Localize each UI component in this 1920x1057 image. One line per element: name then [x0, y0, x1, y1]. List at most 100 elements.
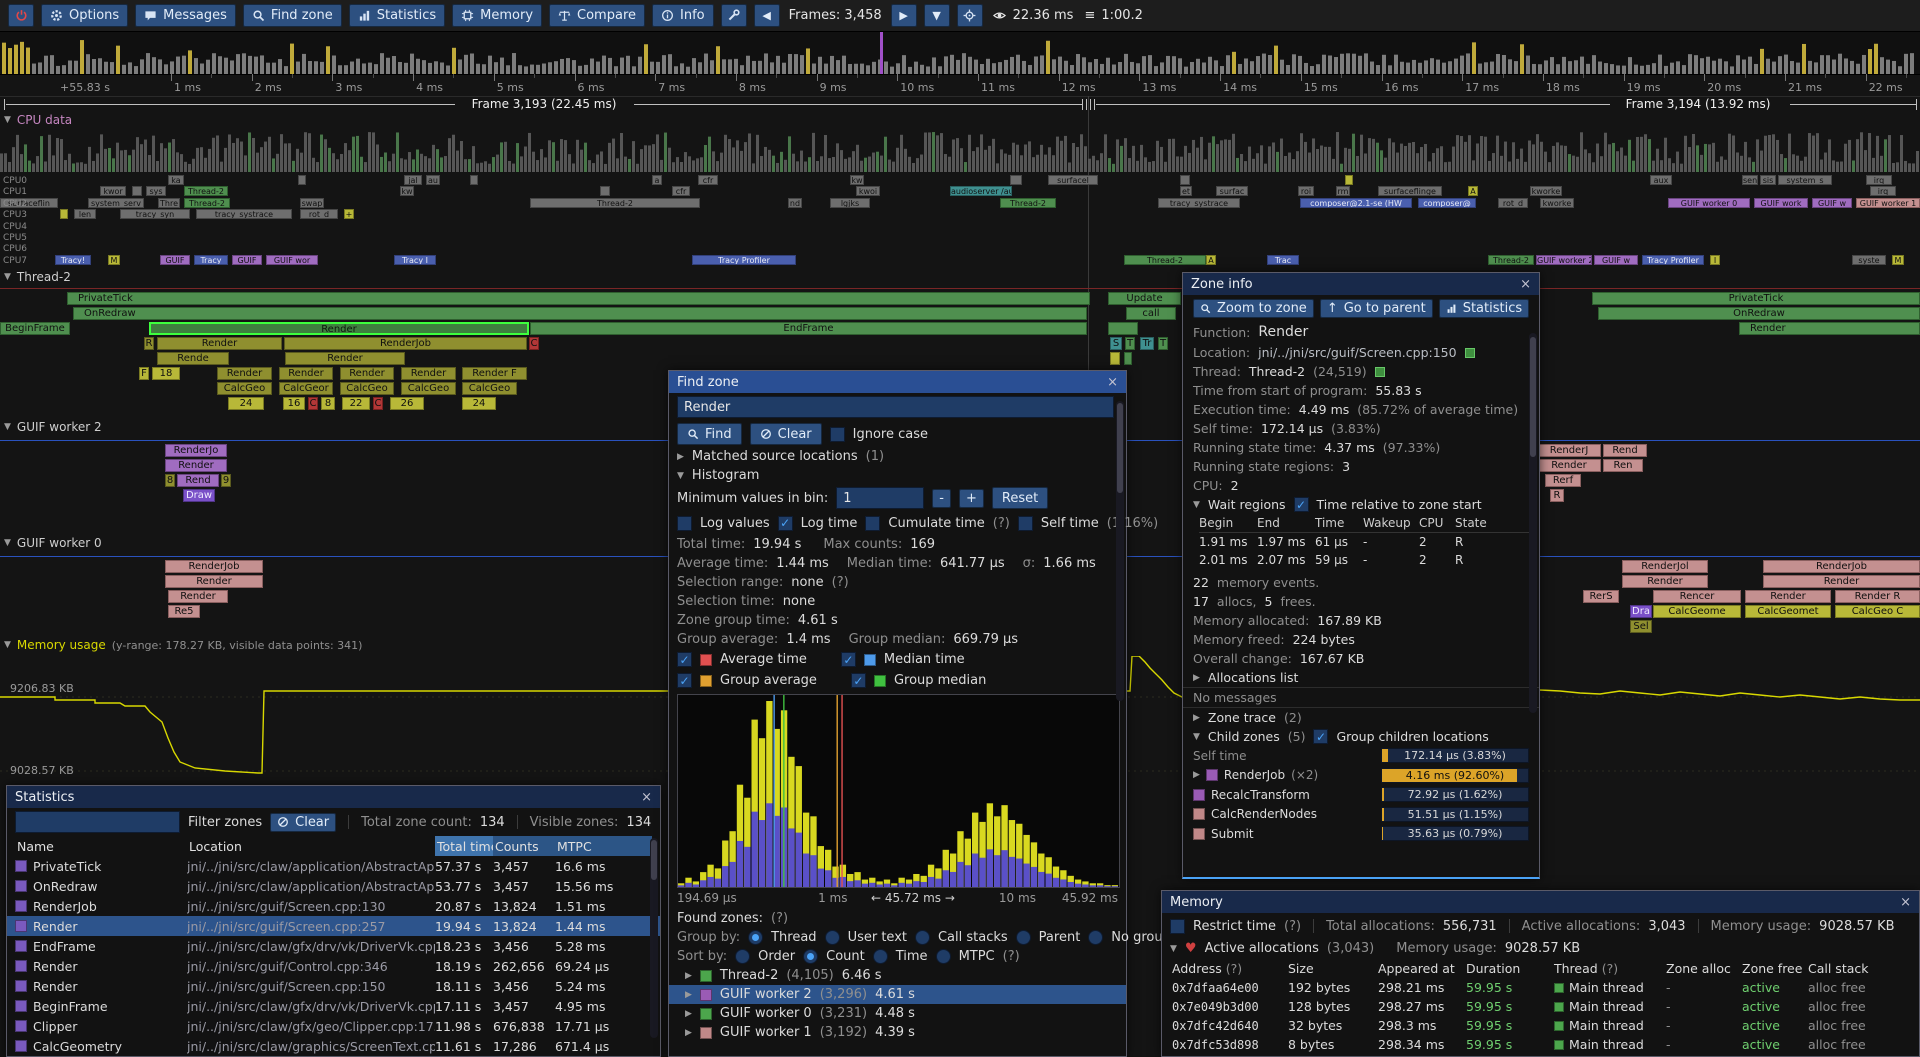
- timeline-zone[interactable]: CalcGeo C: [1835, 605, 1920, 618]
- cpu-zone[interactable]: [1180, 175, 1190, 185]
- timeline-zone[interactable]: Rencer: [1653, 590, 1741, 603]
- thread-header[interactable]: ▼ GUIF worker 0: [4, 536, 102, 550]
- child-zone-row[interactable]: ▶ RenderJob (×2) 4.16 ms (92.60%): [1183, 766, 1539, 786]
- cpu-zone[interactable]: surfaceflin: [0, 197, 58, 208]
- timeline-zone[interactable]: F: [139, 367, 149, 380]
- cpu-zone[interactable]: tracy_systrace: [1158, 197, 1240, 208]
- timeline-zone[interactable]: Render: [1739, 322, 1920, 335]
- memory-column-header[interactable]: Call stack: [1808, 960, 1869, 976]
- timeline-zone[interactable]: Render: [1763, 575, 1920, 588]
- stats-column-header[interactable]: Total time: [435, 836, 498, 856]
- legend-checkbox[interactable]: [677, 673, 692, 688]
- memory-column-header[interactable]: Appeared at: [1378, 960, 1455, 976]
- cpu-zone[interactable]: GUIF w: [1594, 254, 1638, 265]
- filter-zones-input[interactable]: [15, 811, 180, 833]
- messages-button[interactable]: Messages: [135, 4, 236, 27]
- timeline-zone[interactable]: Rend: [177, 474, 219, 487]
- wait-column-header[interactable]: Wakeup: [1363, 516, 1411, 530]
- timeline-zone[interactable]: T: [1125, 337, 1135, 350]
- cpu-zone[interactable]: swap: [300, 197, 324, 208]
- timeline-zone[interactable]: Render: [340, 367, 394, 380]
- cpu-zone[interactable]: audioserver /au: [950, 186, 1012, 197]
- cpu-zone[interactable]: GUIF worker 2: [1536, 254, 1592, 265]
- cpu-zone[interactable]: Thread-2: [1000, 197, 1056, 208]
- mtpc-radio[interactable]: [935, 949, 951, 964]
- timeline-zone[interactable]: CalcGeome: [1653, 605, 1741, 618]
- cpu-zone[interactable]: [298, 175, 306, 185]
- cpu-zone[interactable]: surfacel: [1048, 175, 1098, 185]
- cpu-zone[interactable]: kwor: [100, 186, 126, 197]
- cpu-zone[interactable]: GUIF: [160, 254, 190, 265]
- stats-row[interactable]: EndFrame jni/../jni/src/claw/gfx/drv/vk/D…: [7, 936, 660, 956]
- timeline-zone[interactable]: 22: [342, 397, 370, 410]
- stats-table-header[interactable]: Name Location Total time Counts MTPC: [7, 836, 660, 856]
- log-time-checkbox[interactable]: [777, 515, 793, 531]
- memory-button[interactable]: Memory: [452, 4, 543, 27]
- cpu-zone[interactable]: roi: [1298, 186, 1314, 197]
- cpu-zone[interactable]: surfac: [1216, 186, 1248, 197]
- cpu-zone[interactable]: au: [426, 175, 440, 185]
- alloc-callstack[interactable]: alloc free: [1808, 1037, 1866, 1052]
- call-stacks-radio[interactable]: [914, 930, 930, 945]
- zone-trace-row[interactable]: ▶ Zone trace (2): [1193, 710, 1302, 725]
- timeline-zone[interactable]: CalcGeor: [279, 382, 333, 395]
- cpu-zone[interactable]: system_serv: [88, 197, 144, 208]
- frame-marker-row[interactable]: Frame 3,193 (22.45 ms) Frame 3,194 (13.92…: [0, 96, 1920, 113]
- ignore-case-checkbox[interactable]: [829, 426, 845, 442]
- cpu-zone[interactable]: syste: [1852, 254, 1886, 265]
- min-bin-minus-button[interactable]: -: [932, 488, 951, 508]
- timeline-zone[interactable]: PrivateTick: [67, 292, 1090, 305]
- cpu-zone[interactable]: [470, 175, 478, 185]
- timeline-zone[interactable]: CalcGeo: [340, 382, 394, 395]
- child-zone-row[interactable]: Self time 172.14 µs (3.83%): [1183, 746, 1539, 766]
- prev-frame-button[interactable]: ◀: [753, 4, 780, 27]
- cpu-zone[interactable]: nd: [788, 197, 802, 208]
- cpu-zone[interactable]: irq: [1866, 175, 1892, 185]
- histogram-section-row[interactable]: ▼ Histogram: [677, 468, 760, 483]
- statistics-button[interactable]: Statistics: [348, 4, 446, 27]
- goto-frame-button[interactable]: [956, 4, 983, 27]
- wait-column-header[interactable]: End: [1257, 516, 1280, 530]
- cpu-zone[interactable]: irq: [1870, 186, 1896, 197]
- cpu-zone[interactable]: GUIF work: [1754, 197, 1808, 208]
- found-zone-group[interactable]: ▶ GUIF worker 2 (3,296) 4.61 s: [669, 985, 1126, 1004]
- cpu-zone[interactable]: [60, 209, 68, 220]
- cpu-zone[interactable]: A: [1206, 254, 1216, 265]
- cpu-zone[interactable]: M: [1892, 254, 1904, 265]
- alloc-callstack[interactable]: alloc free: [1808, 999, 1866, 1014]
- timeline-zone[interactable]: T: [1158, 337, 1168, 350]
- active-allocations-row[interactable]: ▼ ♥ Active allocations (3,043) Memory us…: [1170, 941, 1581, 956]
- close-icon[interactable]: ×: [1520, 276, 1531, 292]
- timeline-zone[interactable]: RenderJob: [165, 560, 263, 573]
- cpu-zone[interactable]: cfr: [672, 186, 690, 197]
- stats-row[interactable]: CalcGeometry jni/../jni/src/claw/graphics…: [7, 1036, 660, 1056]
- timeline-zone[interactable]: 26: [390, 397, 424, 410]
- find-zone-scrollbar[interactable]: [1116, 401, 1124, 701]
- cpu-zone[interactable]: M: [108, 254, 120, 265]
- child-zones-row[interactable]: ▼ Child zones (5) Group children locatio…: [1183, 727, 1539, 746]
- next-frame-button[interactable]: ▶: [890, 4, 917, 27]
- cpu-data-header[interactable]: ▼ CPU data: [4, 113, 72, 127]
- zone-info-titlebar[interactable]: Zone info ×: [1183, 273, 1539, 295]
- cpu-zone[interactable]: surfaceflinge: [1378, 186, 1442, 197]
- zone-info-scrollbar[interactable]: [1529, 333, 1537, 713]
- thread-radio[interactable]: [748, 930, 764, 945]
- timeline-zone[interactable]: CalcGeo: [462, 382, 517, 395]
- found-zone-group[interactable]: ▶ GUIF worker 0 (3,231) 4.48 s: [669, 1004, 1126, 1023]
- child-zone-row[interactable]: Submit 35.63 µs (0.79%): [1183, 824, 1539, 844]
- cpu-zone[interactable]: Thread-2: [1124, 254, 1206, 265]
- options-button[interactable]: Options: [41, 4, 129, 27]
- reset-button[interactable]: Reset: [991, 487, 1049, 509]
- memory-column-header[interactable]: Address (?): [1172, 960, 1243, 976]
- legend-checkbox[interactable]: [850, 673, 866, 688]
- stats-row[interactable]: Render jni/../jni/src/guif/Control.cpp:34…: [7, 956, 660, 976]
- close-icon[interactable]: ×: [1900, 894, 1911, 910]
- timeline-zone[interactable]: Render: [279, 367, 333, 380]
- timeline-zone[interactable]: Render F: [462, 367, 527, 380]
- frame-overview-strip[interactable]: [0, 32, 1920, 75]
- cpu-zone[interactable]: sys: [146, 186, 166, 197]
- timeline-zone[interactable]: Sel: [1630, 620, 1652, 633]
- statistics-titlebar[interactable]: Statistics ×: [7, 786, 660, 808]
- wait-column-header[interactable]: Begin: [1199, 516, 1234, 530]
- timeline-zone[interactable]: EndFrame: [530, 322, 1087, 335]
